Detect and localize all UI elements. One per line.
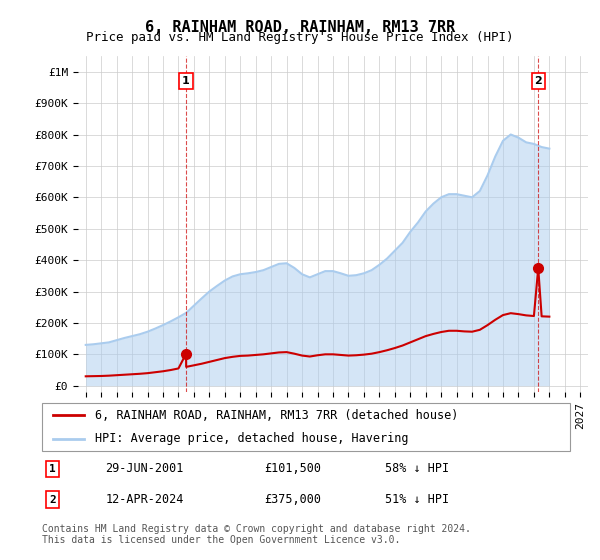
Text: 6, RAINHAM ROAD, RAINHAM, RM13 7RR: 6, RAINHAM ROAD, RAINHAM, RM13 7RR [145,20,455,35]
Text: 6, RAINHAM ROAD, RAINHAM, RM13 7RR (detached house): 6, RAINHAM ROAD, RAINHAM, RM13 7RR (deta… [95,409,458,422]
Text: 1: 1 [182,76,190,86]
Text: 1: 1 [49,464,56,474]
Text: Contains HM Land Registry data © Crown copyright and database right 2024.
This d: Contains HM Land Registry data © Crown c… [42,524,471,545]
Text: Price paid vs. HM Land Registry's House Price Index (HPI): Price paid vs. HM Land Registry's House … [86,31,514,44]
Text: 51% ↓ HPI: 51% ↓ HPI [385,493,449,506]
Text: 12-APR-2024: 12-APR-2024 [106,493,184,506]
Text: 2: 2 [535,76,542,86]
FancyBboxPatch shape [42,403,570,451]
Text: 58% ↓ HPI: 58% ↓ HPI [385,463,449,475]
Text: HPI: Average price, detached house, Havering: HPI: Average price, detached house, Have… [95,432,409,445]
Text: 2: 2 [49,495,56,505]
Text: £101,500: £101,500 [264,463,321,475]
Text: £375,000: £375,000 [264,493,321,506]
Text: 29-JUN-2001: 29-JUN-2001 [106,463,184,475]
